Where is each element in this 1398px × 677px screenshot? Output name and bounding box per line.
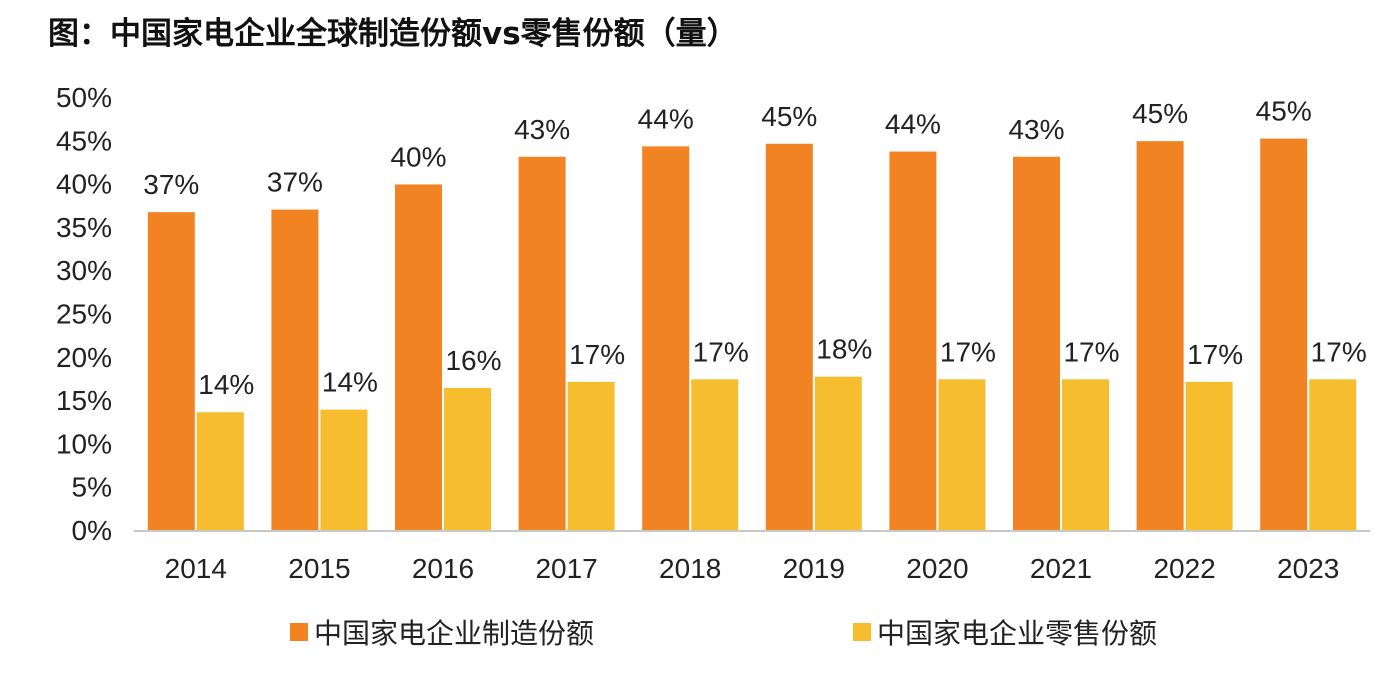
legend-swatch-manufacturing — [290, 623, 308, 641]
bars — [147, 138, 1357, 531]
data-labels: 37% 14% 37% 14% 40% 16% 43% 17% 44% 17% 45% 18% 44% 1… — [143, 96, 1366, 401]
y-tick-label: 35% — [56, 212, 112, 243]
legend: 中国家电企业制造份额 中国家电企业零售份额 — [0, 612, 1398, 656]
bar-chart: 0%5%10%15%20%25%30%35%40%45%50% 37%14%37… — [56, 82, 1370, 584]
y-tick-label: 20% — [56, 342, 112, 373]
bar-retail — [320, 409, 368, 530]
bar-retail — [444, 387, 491, 530]
legend-item-manufacturing: 中国家电企业制造份额 — [290, 612, 594, 652]
x-tick-label: 2014 — [165, 553, 227, 584]
bar-retail — [196, 412, 244, 530]
data-label-manufacturing: 44% — [885, 109, 941, 140]
bar-retail — [814, 376, 862, 530]
bar-retail — [691, 379, 739, 530]
data-label-retail: 17% — [1187, 339, 1243, 370]
x-tick-label: 2021 — [1030, 553, 1092, 584]
data-label-manufacturing: 37% — [267, 167, 323, 198]
bar-manufacturing — [518, 156, 566, 530]
bar-retail — [938, 379, 986, 530]
x-axis-ticks: 2014 2015 2016 2017 2018 2019 2020 2021 2022 2023 — [165, 553, 1340, 584]
bar-manufacturing — [147, 212, 195, 531]
bar-retail — [1309, 379, 1357, 530]
y-tick-label: 0% — [72, 515, 112, 546]
bar-manufacturing — [1136, 141, 1184, 530]
data-label-retail: 14% — [322, 367, 378, 398]
x-tick-label: 2015 — [288, 553, 350, 584]
legend-label-retail: 中国家电企业零售份额 — [877, 617, 1158, 650]
x-tick-label: 2018 — [659, 553, 721, 584]
data-label-manufacturing: 45% — [761, 101, 817, 132]
data-label-manufacturing: 37% — [143, 169, 199, 200]
data-label-manufacturing: 44% — [638, 103, 694, 134]
y-tick-label: 15% — [56, 385, 112, 416]
legend-label-manufacturing: 中国家电企业制造份额 — [314, 617, 595, 650]
y-axis-ticks: 0% 5% 10% 15% 20% 25% 30% 35% 40% 45% 50% — [56, 82, 112, 546]
data-label-retail: 14% — [198, 369, 254, 400]
bar-manufacturing — [395, 184, 442, 530]
data-label-retail: 17% — [569, 339, 625, 370]
data-label-manufacturing: 43% — [514, 114, 570, 145]
bar-retail — [1062, 379, 1109, 530]
y-tick-label: 45% — [56, 125, 112, 156]
y-tick-label: 30% — [56, 255, 112, 286]
bar-retail — [567, 381, 615, 530]
bar-manufacturing — [765, 143, 813, 530]
data-label-retail: 18% — [816, 334, 872, 365]
x-tick-label: 2017 — [535, 553, 597, 584]
data-label-retail: 17% — [1063, 336, 1119, 367]
legend-item-retail: 中国家电企业零售份额 — [853, 612, 1157, 652]
bar-manufacturing — [1260, 138, 1308, 530]
bar-manufacturing — [889, 151, 937, 531]
data-label-retail: 17% — [940, 336, 996, 367]
data-label-manufacturing: 43% — [1008, 114, 1064, 145]
y-tick-label: 10% — [56, 428, 112, 459]
y-tick-label: 25% — [56, 299, 112, 330]
legend-swatch-retail — [853, 623, 871, 641]
data-label-retail: 16% — [445, 345, 501, 376]
y-tick-label: 50% — [56, 82, 112, 113]
x-tick-label: 2020 — [906, 553, 968, 584]
bar-manufacturing — [271, 209, 319, 530]
bar-manufacturing — [1013, 156, 1060, 530]
chart-title: 图：中国家电企业全球制造份额vs零售份额（量） — [48, 16, 738, 52]
data-label-manufacturing: 40% — [390, 141, 446, 172]
y-tick-label: 5% — [72, 472, 112, 503]
x-tick-label: 2016 — [412, 553, 474, 584]
data-label-manufacturing: 45% — [1256, 96, 1312, 127]
x-tick-label: 2023 — [1277, 553, 1339, 584]
data-label-retail: 17% — [1311, 336, 1367, 367]
x-tick-label: 2019 — [783, 553, 845, 584]
y-tick-label: 40% — [56, 169, 112, 200]
x-tick-label: 2022 — [1153, 553, 1215, 584]
bar-manufacturing — [642, 146, 690, 530]
bar-retail — [1185, 381, 1233, 530]
data-label-manufacturing: 45% — [1132, 98, 1188, 129]
data-label-retail: 17% — [693, 336, 749, 367]
